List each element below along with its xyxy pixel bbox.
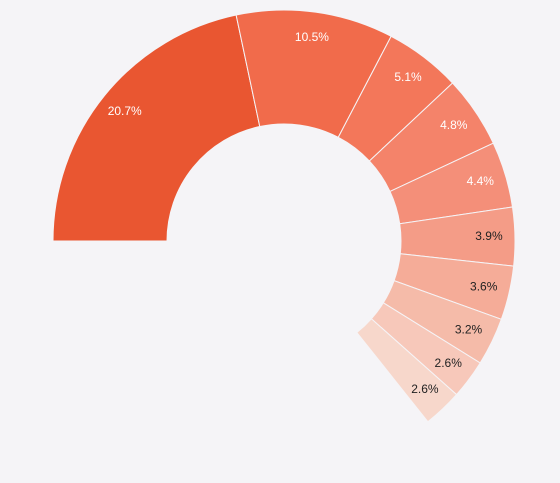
slice-label: 3.6% (470, 279, 498, 293)
slice-label: 20.7% (108, 104, 142, 118)
slice-label: 4.4% (467, 174, 495, 188)
donut-slice[interactable] (52, 14, 261, 242)
donut-slices (52, 9, 516, 423)
slice-label: 4.8% (440, 118, 468, 132)
slice-label: 3.2% (455, 323, 483, 337)
slice-label: 3.9% (475, 229, 503, 243)
donut-slice[interactable] (356, 318, 458, 423)
slice-label: 10.5% (295, 30, 329, 44)
donut-labels: 20.7% 10.5% 5.1% 4.8% 4.4% 3.9% 3.6% 3.2% 2.6% 2.… (108, 30, 503, 396)
slice-label: 2.6% (411, 382, 439, 396)
slice-label: 5.1% (394, 70, 422, 84)
slice-label: 2.6% (435, 356, 463, 370)
